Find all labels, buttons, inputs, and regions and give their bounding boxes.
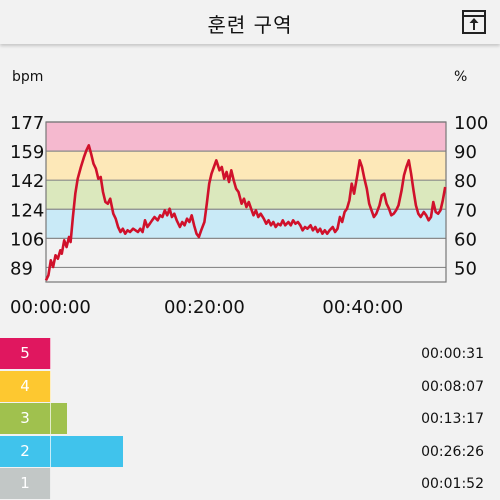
zone-time: 00:13:17: [421, 411, 484, 428]
y-left-tick-label: 106: [10, 229, 44, 250]
heart-rate-line: [44, 144, 447, 281]
zone-time: 00:08:07: [421, 378, 484, 395]
x-tick-label: 00:00:00: [10, 297, 91, 318]
heart-rate-chart: bpm % 177 159 142 124 106 89 100 90 80 70 60 50 00:0…: [0, 60, 500, 330]
zone-time: 00:00:31: [421, 346, 484, 362]
zone-summary: 5 00:00:31 4 00:08:07 3 00:13:17 2 00:26:26 1 00:…: [0, 338, 500, 500]
y-right-tick-label: 50: [454, 258, 477, 279]
right-axis-unit: %: [454, 69, 468, 85]
y-right-tick-label: 80: [454, 171, 477, 192]
zone-row-3: 3 00:13:17: [0, 403, 500, 435]
x-tick-label: 00:20:00: [164, 297, 245, 318]
zone-time: 00:26:26: [421, 443, 484, 460]
zone-number: 4: [0, 370, 51, 402]
chart-svg: 177 159 142 124 106 89 100 90 80 70 60 50 00:00:00 00…: [10, 113, 488, 318]
y-left-tick-label: 142: [10, 171, 44, 192]
zone-band-5: [46, 122, 446, 152]
y-right-tick-label: 60: [454, 229, 477, 250]
y-left-tick-label: 124: [10, 200, 44, 221]
zone-band-2: [46, 209, 446, 239]
left-axis-unit: bpm: [12, 69, 44, 85]
zone-number: 1: [0, 468, 51, 500]
y-left-tick-label: 89: [10, 258, 33, 279]
zone-time: 00:01:52: [421, 476, 484, 493]
y-left-tick-label: 159: [10, 142, 44, 163]
zone-number: 3: [0, 403, 51, 435]
zone-row-5: 5 00:00:31: [0, 338, 500, 370]
export-icon[interactable]: [461, 9, 487, 35]
zone-row-2: 2 00:26:26: [0, 435, 500, 468]
zone-row-1: 1 00:01:52: [0, 468, 500, 500]
app-header: 훈련 구역: [0, 0, 500, 44]
zone-band-4: [46, 151, 446, 181]
zone-number: 2: [0, 435, 51, 467]
zone-row-4: 4 00:08:07: [0, 370, 500, 403]
y-left-tick-label: 177: [10, 113, 44, 134]
y-right-tick-label: 90: [454, 142, 477, 163]
zone-number: 5: [0, 338, 51, 369]
y-right-tick-label: 100: [454, 113, 488, 134]
y-right-tick-label: 70: [454, 200, 477, 221]
plot-frame: [45, 121, 447, 283]
x-tick-label: 00:40:00: [322, 297, 403, 318]
page-title: 훈련 구역: [207, 13, 293, 37]
